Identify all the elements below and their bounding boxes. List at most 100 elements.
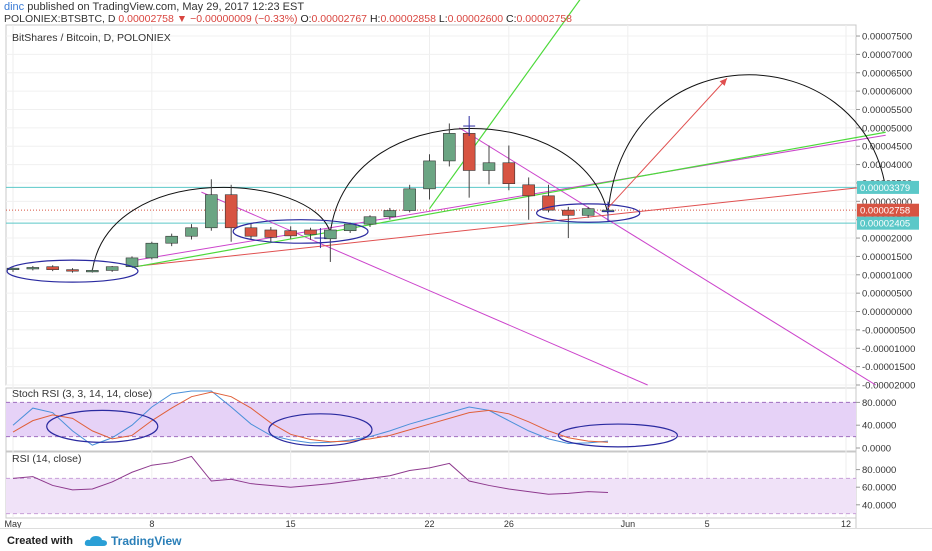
candle-body xyxy=(185,227,198,237)
candle-body xyxy=(383,210,397,218)
down-triangle-icon: ▼ xyxy=(176,13,188,25)
candle-body xyxy=(482,162,496,171)
candle-body xyxy=(105,266,119,271)
candle-body xyxy=(581,208,595,216)
y-tick-label: 0.00005500 xyxy=(862,105,912,116)
high-label: H: xyxy=(369,13,381,25)
stoch-rsi-title: Stoch RSI (3, 3, 14, 14, close) xyxy=(12,388,153,400)
candle-body xyxy=(462,133,476,171)
green-trend-line xyxy=(131,131,886,269)
y-tick-label: 0.00004500 xyxy=(862,142,912,153)
x-tick-label: Jun xyxy=(621,519,636,529)
y-tick-label: 0.00004000 xyxy=(862,160,912,171)
stoch-series-line xyxy=(12,391,609,443)
ohlc-line: POLONIEX:BTSBTC, D 0.00002758 ▼ −0.00000… xyxy=(4,13,572,25)
tradingview-logo-text[interactable]: TradingView xyxy=(111,534,182,548)
candle-body xyxy=(244,227,258,237)
price-axis-badge xyxy=(857,216,919,230)
x-tick-label: 15 xyxy=(286,519,296,529)
green-trend-line xyxy=(429,0,581,210)
stoch-y-tick-label: 40.0000 xyxy=(862,421,896,432)
candle-body xyxy=(363,216,377,225)
candle-body xyxy=(324,229,337,240)
y-tick-label: 0.00001500 xyxy=(862,252,912,263)
candle-body xyxy=(522,184,535,197)
y-tick-label: 0.00003000 xyxy=(862,197,912,208)
candle-body xyxy=(304,229,317,235)
cup-arc xyxy=(607,74,887,213)
stoch-y-tick-label: 0.0000 xyxy=(862,444,891,455)
created-with-label: Created with xyxy=(7,535,74,547)
tradingview-cloud-icon xyxy=(84,536,107,546)
close-label: C: xyxy=(506,13,517,25)
stoch-ellipse xyxy=(557,423,679,448)
candle-body xyxy=(502,162,516,184)
x-tick-label: 22 xyxy=(424,519,434,529)
rsi-y-tick-label: 80.0000 xyxy=(862,465,896,476)
candle-body xyxy=(66,269,79,272)
candle-body xyxy=(443,133,456,162)
y-tick-label: 0.00000000 xyxy=(862,307,912,318)
main-chart-title: BitShares / Bitcoin, D, POLONIEX xyxy=(12,32,171,44)
x-tick-label: May xyxy=(4,519,22,529)
x-tick-label: 5 xyxy=(705,519,710,529)
high-value: 0.00002858 xyxy=(380,13,436,25)
base-ellipse xyxy=(536,203,641,223)
x-tick-label: 12 xyxy=(841,519,851,529)
candle-body xyxy=(165,235,178,244)
stoch-band xyxy=(6,402,856,437)
x-tick-label: 8 xyxy=(149,519,154,529)
base-ellipse xyxy=(232,219,369,244)
low-value: 0.00002600 xyxy=(447,13,504,25)
price-axis-badge-text: 0.00003379 xyxy=(860,183,910,194)
close-value: 0.00002758 xyxy=(516,13,573,25)
projection-arrow-head xyxy=(719,78,727,86)
base-ellipse xyxy=(6,259,139,283)
y-tick-label: 0.00005000 xyxy=(862,123,912,134)
rsi-y-tick-label: 60.0000 xyxy=(862,483,896,494)
x-tick-label: 26 xyxy=(504,519,514,529)
candle-body xyxy=(264,229,278,238)
candle-body xyxy=(403,188,416,211)
candle-body xyxy=(6,267,20,270)
candle-body xyxy=(46,266,59,270)
candle-body xyxy=(224,194,238,229)
symbol-label: POLONIEX:BTSBTC, D xyxy=(4,13,116,25)
y-tick-label: -0.00001500 xyxy=(862,362,915,373)
y-tick-label: -0.00001000 xyxy=(862,344,915,355)
candle-body xyxy=(542,195,555,211)
rsi-series-line xyxy=(12,455,609,495)
y-tick-label: 0.00007500 xyxy=(862,32,912,43)
rsi-y-tick-label: 40.0000 xyxy=(862,500,896,511)
stoch-series-line xyxy=(12,390,609,446)
y-tick-label: -0.00002000 xyxy=(862,381,915,392)
candle-body xyxy=(86,270,99,273)
price-axis-badge-text: 0.00002405 xyxy=(860,219,910,230)
red-trend-line xyxy=(131,184,886,268)
main-pane-frame xyxy=(5,24,857,386)
candle-body xyxy=(145,242,159,259)
y-tick-label: 0.00006000 xyxy=(862,87,912,98)
y-tick-label: 0.00002000 xyxy=(862,234,912,245)
candle-body xyxy=(423,160,436,190)
magenta-trend-line xyxy=(458,127,877,386)
price-axis-badge xyxy=(857,180,919,194)
open-label: O: xyxy=(300,13,312,25)
rsi-title: RSI (14, close) xyxy=(12,453,82,465)
author-name[interactable]: dinc xyxy=(4,1,25,13)
stoch-ellipse xyxy=(268,413,373,447)
cup-arc xyxy=(329,128,609,233)
price-axis-badge xyxy=(857,203,919,217)
y-tick-label: -0.00000500 xyxy=(862,325,915,336)
y-tick-label: 0.00001000 xyxy=(862,270,912,281)
price-change: −0.00000009 (−0.33%) xyxy=(190,13,298,25)
footer: Created with TradingView xyxy=(0,528,932,551)
candle-body xyxy=(562,209,575,216)
open-value: 0.00002767 xyxy=(311,13,368,25)
y-tick-label: 0.00007000 xyxy=(862,50,912,61)
last-price: 0.00002758 xyxy=(118,13,174,25)
y-tick-label: 0.00006500 xyxy=(862,68,912,79)
publish-text: published on TradingView.com, May 29, 20… xyxy=(27,1,305,13)
price-axis-badge-text: 0.00002758 xyxy=(860,206,910,217)
